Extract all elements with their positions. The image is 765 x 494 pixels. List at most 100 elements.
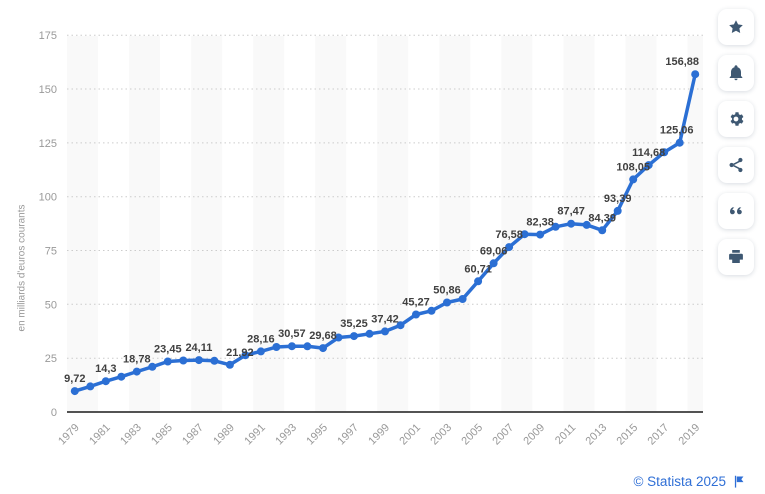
data-point-1987[interactable] xyxy=(194,356,203,365)
data-point-markers xyxy=(70,70,700,396)
svg-text:1987: 1987 xyxy=(180,422,206,448)
data-point-2007[interactable] xyxy=(505,243,514,252)
data-point-2010[interactable] xyxy=(551,222,560,231)
data-point-2019[interactable] xyxy=(691,70,700,79)
svg-text:1985: 1985 xyxy=(149,422,175,448)
data-point-1991[interactable] xyxy=(256,347,265,356)
value-label-1979: 9,72 xyxy=(64,373,85,385)
data-point-1999[interactable] xyxy=(381,327,389,336)
svg-text:1981: 1981 xyxy=(87,422,113,448)
cite-button[interactable] xyxy=(718,193,754,229)
data-point-1997[interactable] xyxy=(350,332,358,341)
data-point-1993[interactable] xyxy=(287,342,296,351)
svg-text:1993: 1993 xyxy=(273,422,299,448)
data-point-2011[interactable] xyxy=(567,219,576,228)
alerts-button[interactable] xyxy=(718,55,754,91)
value-label-2006: 69,06 xyxy=(480,245,508,257)
favorite-button[interactable] xyxy=(718,9,754,45)
value-label-2009: 82,38 xyxy=(526,217,554,229)
data-point-2015[interactable] xyxy=(629,175,638,184)
svg-text:1997: 1997 xyxy=(335,422,361,448)
x-axis-labels: 1979 1981 1983 1985 1987 1989 1991 1993 1995 1997… xyxy=(56,422,702,448)
data-point-1985[interactable] xyxy=(163,357,172,366)
y-axis-title: en milliards d'euros courants xyxy=(16,204,28,332)
data-point-2012[interactable] xyxy=(582,220,591,229)
data-point-2000[interactable] xyxy=(396,321,405,330)
value-label-2015: 108,05 xyxy=(616,161,650,173)
svg-text:2005: 2005 xyxy=(459,422,485,448)
value-label-1985: 23,45 xyxy=(154,344,182,356)
star-icon xyxy=(729,20,743,33)
value-label-2011: 87,47 xyxy=(557,206,585,218)
svg-text:125: 125 xyxy=(39,138,57,150)
data-point-1981[interactable] xyxy=(101,377,110,386)
data-point-2003[interactable] xyxy=(443,298,451,307)
svg-text:2015: 2015 xyxy=(615,422,641,448)
data-point-1995[interactable] xyxy=(319,344,327,353)
value-label-2005: 60,71 xyxy=(464,263,492,275)
svg-text:2009: 2009 xyxy=(521,422,547,448)
data-point-2014[interactable] xyxy=(613,206,622,215)
value-label-2014: 93,39 xyxy=(604,193,632,205)
svg-text:100: 100 xyxy=(39,192,57,204)
data-point-1986[interactable] xyxy=(179,356,188,365)
svg-text:75: 75 xyxy=(45,246,57,258)
data-point-2002[interactable] xyxy=(427,306,436,315)
svg-text:0: 0 xyxy=(51,407,57,419)
printer-icon xyxy=(729,250,743,263)
value-label-2018: 125,06 xyxy=(660,125,694,137)
svg-text:2019: 2019 xyxy=(677,422,703,448)
data-point-2016[interactable] xyxy=(644,161,653,170)
bell-icon xyxy=(729,65,743,81)
value-label-1993: 30,57 xyxy=(278,328,306,340)
data-point-1988[interactable] xyxy=(210,356,219,365)
statista-copyright-link[interactable]: © Statista 2025 xyxy=(633,474,745,489)
data-point-2005[interactable] xyxy=(474,277,483,286)
data-point-1989[interactable] xyxy=(225,360,234,369)
data-point-1979[interactable] xyxy=(70,387,79,396)
data-point-2018[interactable] xyxy=(675,138,684,147)
value-label-2016: 114,68 xyxy=(632,147,665,159)
svg-text:2017: 2017 xyxy=(646,422,672,448)
svg-text:1989: 1989 xyxy=(211,422,237,448)
y-axis-labels: 0 25 50 75 100 125 150 175 xyxy=(39,30,57,419)
data-point-1990[interactable] xyxy=(241,351,250,360)
gear-icon xyxy=(730,112,744,126)
data-point-2017[interactable] xyxy=(660,148,669,157)
copyright-text: © Statista 2025 xyxy=(633,474,726,489)
data-point-1983[interactable] xyxy=(132,367,141,376)
data-point-1998[interactable] xyxy=(365,329,374,338)
gridlines xyxy=(67,34,703,413)
value-label-2007: 76,58 xyxy=(495,229,523,241)
share-button[interactable] xyxy=(718,147,754,183)
quote-icon xyxy=(730,207,742,215)
data-point-1980[interactable] xyxy=(86,382,95,391)
data-point-1992[interactable] xyxy=(272,343,281,351)
print-button[interactable] xyxy=(718,239,754,275)
svg-text:1979: 1979 xyxy=(56,422,82,448)
settings-button[interactable] xyxy=(718,101,754,137)
svg-text:2001: 2001 xyxy=(397,422,423,448)
data-point-2004[interactable] xyxy=(458,295,467,303)
svg-text:25: 25 xyxy=(45,353,57,365)
data-point-2013[interactable] xyxy=(598,226,607,235)
value-label-1995: 29,68 xyxy=(309,330,337,342)
data-point-2008[interactable] xyxy=(520,230,529,239)
data-point-1994[interactable] xyxy=(303,342,312,351)
value-label-1989: 21,92 xyxy=(226,347,254,359)
action-bar xyxy=(718,9,754,275)
svg-text:2003: 2003 xyxy=(428,422,454,448)
data-point-1984[interactable] xyxy=(148,362,157,371)
svg-text:1983: 1983 xyxy=(118,422,144,448)
data-point-2001[interactable] xyxy=(412,310,420,319)
share-icon xyxy=(729,157,743,173)
data-point-2006[interactable] xyxy=(489,259,498,268)
data-point-1996[interactable] xyxy=(334,333,343,342)
value-label-2013: 84,39 xyxy=(588,212,616,224)
data-point-1982[interactable] xyxy=(117,372,126,381)
data-point-2009[interactable] xyxy=(536,230,545,239)
value-label-2001: 45,27 xyxy=(402,297,430,309)
svg-text:175: 175 xyxy=(39,30,57,42)
